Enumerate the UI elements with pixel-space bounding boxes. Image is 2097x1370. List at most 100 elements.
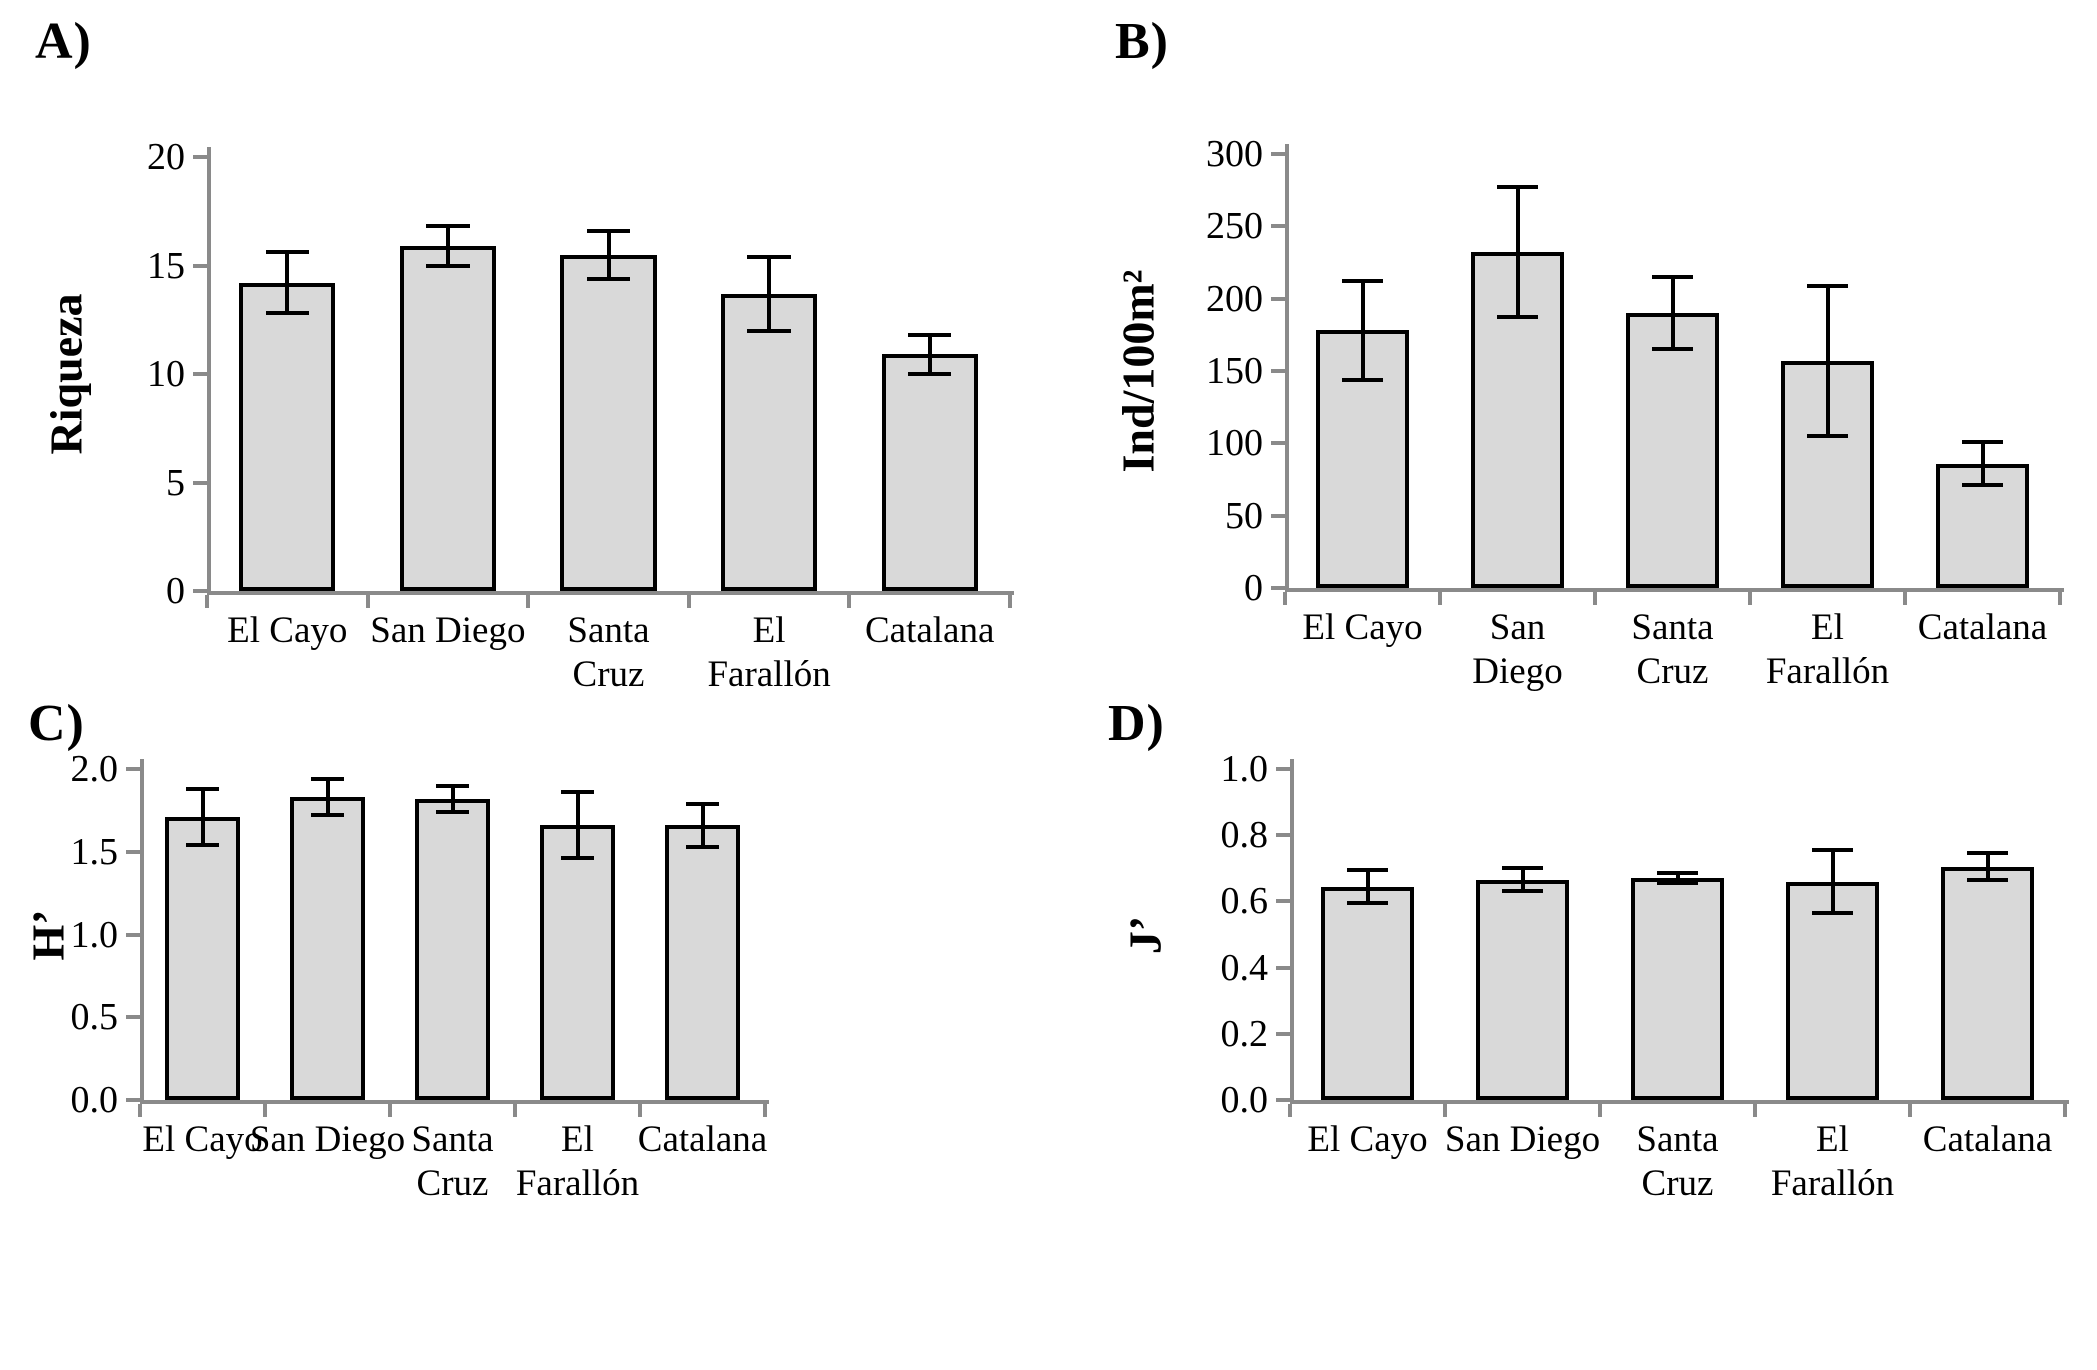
error-bar-cap-top-san-diego (426, 224, 470, 229)
y-axis-line (207, 147, 211, 591)
bar-santa-cruz (560, 254, 657, 591)
error-bar-cap-top-santa-cruz (1656, 871, 1699, 876)
y-tick-mark (193, 155, 207, 159)
x-category-label-el-farallon: El Farallón (707, 610, 831, 695)
error-bar-cap-top-santa-cruz (435, 783, 470, 788)
error-bar-line-san-diego (1520, 868, 1525, 892)
y-tick-mark (193, 372, 207, 376)
bar-el-farallon (1786, 881, 1879, 1100)
error-bar-cap-bottom-san-diego (426, 263, 470, 268)
bar-catalana (665, 825, 740, 1100)
x-category-label-catalana: Catalana (1922, 1119, 2053, 1160)
error-bar-line-san-diego (1515, 187, 1520, 318)
x-tick-mark (263, 1104, 267, 1117)
bar-el-cayo (165, 816, 240, 1100)
y-axis-line (1290, 759, 1294, 1100)
error-bar-cap-bottom-el-farallon (560, 856, 595, 861)
bar-san-diego (1476, 879, 1569, 1100)
error-bar-cap-bottom-santa-cruz (435, 810, 470, 815)
error-bar-line-san-diego (445, 226, 450, 266)
error-bar-line-catalana (1985, 853, 1990, 880)
x-tick-mark (138, 1104, 142, 1117)
panel-letter-a: A) (35, 13, 92, 70)
x-category-label-el-farallon: El Farallón (1765, 607, 1890, 692)
x-tick-mark (1903, 592, 1907, 605)
x-category-label-san-diego: San Diego (249, 1119, 406, 1160)
x-category-label-santa-cruz: Santa Cruz (1636, 1119, 1719, 1204)
bar-catalana (1941, 866, 2034, 1100)
bar-santa-cruz (1626, 313, 1719, 588)
y-tick-mark (193, 263, 207, 268)
y-tick-label: 20 (147, 136, 185, 178)
error-bar-line-el-cayo (200, 788, 205, 846)
error-bar-cap-top-el-farallon (1806, 283, 1849, 288)
error-bar-cap-bottom-san-diego (1501, 889, 1544, 894)
y-tick-label: 300 (1206, 133, 1263, 175)
y-tick-label: 0.4 (1220, 946, 1269, 989)
x-category-label-el-farallon: El Farallón (515, 1119, 640, 1204)
y-tick-label: 0.0 (1220, 1079, 1269, 1121)
x-tick-mark (1288, 1104, 1292, 1117)
x-axis-line (1285, 588, 2064, 592)
error-bar-cap-bottom-san-diego (1496, 315, 1539, 320)
x-tick-mark (1008, 595, 1012, 608)
error-bar-cap-bottom-santa-cruz (1651, 347, 1694, 352)
x-category-label-san-diego: San Diego (1472, 607, 1563, 692)
y-tick-label: 5 (166, 461, 185, 504)
y-axis-line (140, 759, 144, 1100)
error-bar-cap-top-santa-cruz (586, 228, 631, 233)
y-tick-mark (1276, 899, 1290, 904)
bar-el-farallon (540, 825, 615, 1100)
y-tick-mark (1276, 1031, 1290, 1036)
bar-el-cayo (1321, 886, 1414, 1100)
x-category-label-santa-cruz: Santa Cruz (411, 1119, 494, 1204)
x-tick-mark (763, 1104, 767, 1117)
x-category-label-el-cayo: El Cayo (142, 1119, 263, 1160)
error-bar-cap-bottom-san-diego (310, 813, 345, 818)
bar-catalana (881, 354, 978, 591)
error-bar-cap-bottom-catalana (1961, 483, 2004, 488)
error-bar-line-santa-cruz (450, 785, 455, 813)
x-tick-mark (365, 595, 370, 608)
x-tick-mark (1283, 592, 1287, 605)
error-bar-cap-top-el-farallon (747, 254, 791, 259)
y-tick-mark (126, 932, 140, 937)
x-category-label-catalana: Catalana (1917, 607, 2048, 648)
y-tick-label: 0.5 (70, 996, 119, 1039)
x-tick-mark (1748, 592, 1752, 605)
error-bar-cap-bottom-el-farallon (747, 328, 791, 333)
x-tick-mark (1753, 1104, 1757, 1117)
y-tick-mark (1271, 441, 1285, 446)
x-tick-mark (513, 1104, 517, 1117)
y-tick-label: 2.0 (70, 748, 119, 790)
x-category-label-el-cayo: El Cayo (227, 610, 348, 651)
error-bar-line-el-cayo (1360, 281, 1365, 380)
error-bar-cap-bottom-el-cayo (265, 311, 309, 316)
y-axis-line (1285, 144, 1289, 588)
y-tick-mark (1271, 152, 1285, 156)
bar-san-diego (290, 797, 365, 1100)
y-tick-mark (1271, 224, 1285, 229)
x-category-label-catalana: Catalana (864, 610, 995, 651)
y-tick-mark (126, 1098, 140, 1102)
x-category-label-el-cayo: El Cayo (1302, 607, 1423, 648)
x-tick-mark (1443, 1104, 1447, 1117)
bar-santa-cruz (1631, 878, 1724, 1100)
x-tick-mark (1598, 1104, 1602, 1117)
y-tick-label: 100 (1206, 422, 1263, 465)
y-tick-mark (1276, 965, 1290, 970)
y-tick-mark (1271, 513, 1285, 518)
y-tick-label: 0 (166, 570, 185, 612)
y-tick-mark (126, 1015, 140, 1020)
y-tick-mark (193, 480, 207, 485)
error-bar-cap-top-catalana (908, 332, 952, 337)
error-bar-cap-top-san-diego (1496, 185, 1539, 190)
x-tick-mark (526, 595, 531, 608)
y-tick-label: 1.0 (1220, 748, 1269, 790)
error-bar-cap-top-catalana (1961, 439, 2004, 444)
y-tick-label: 0.8 (1220, 814, 1269, 857)
y-tick-label: 10 (147, 353, 185, 395)
error-bar-cap-bottom-santa-cruz (1656, 881, 1699, 886)
error-bar-cap-bottom-el-cayo (1346, 901, 1389, 906)
